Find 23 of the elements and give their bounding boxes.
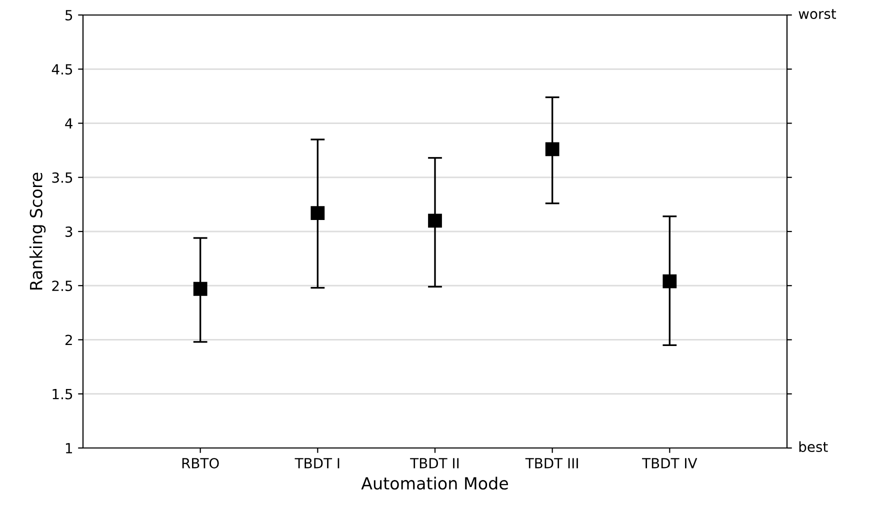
y-tick-label: 5 (66, 10, 72, 20)
point (545, 142, 560, 156)
point (662, 274, 677, 288)
x-tick-label: TBDT IV (642, 458, 698, 468)
x-axis-title: Automation Mode (361, 476, 508, 490)
y-axis-title: Ranking Score (30, 172, 46, 290)
x-tick-label: TBDT III (525, 458, 578, 468)
y-tick-label: 1 (66, 443, 72, 454)
text: worst (798, 9, 836, 20)
y-tick-label: 4 (65, 118, 72, 129)
x-tick-label: TBDT I (294, 458, 340, 468)
point (193, 282, 208, 296)
y-tick-label: 3.5 (52, 172, 72, 183)
y-tick-label: 4.5 (52, 64, 72, 75)
text: best (799, 441, 828, 452)
x-tick-label: TBDT II (410, 458, 459, 468)
y-tick-label: 2 (65, 334, 72, 346)
point (428, 214, 442, 228)
point (310, 206, 325, 220)
y-tick-label: 1.5 (52, 389, 72, 400)
y-tick-label: 2.5 (52, 280, 72, 292)
x-tick-label: RBTO (182, 458, 219, 468)
y-tick-label: 3 (66, 226, 72, 237)
